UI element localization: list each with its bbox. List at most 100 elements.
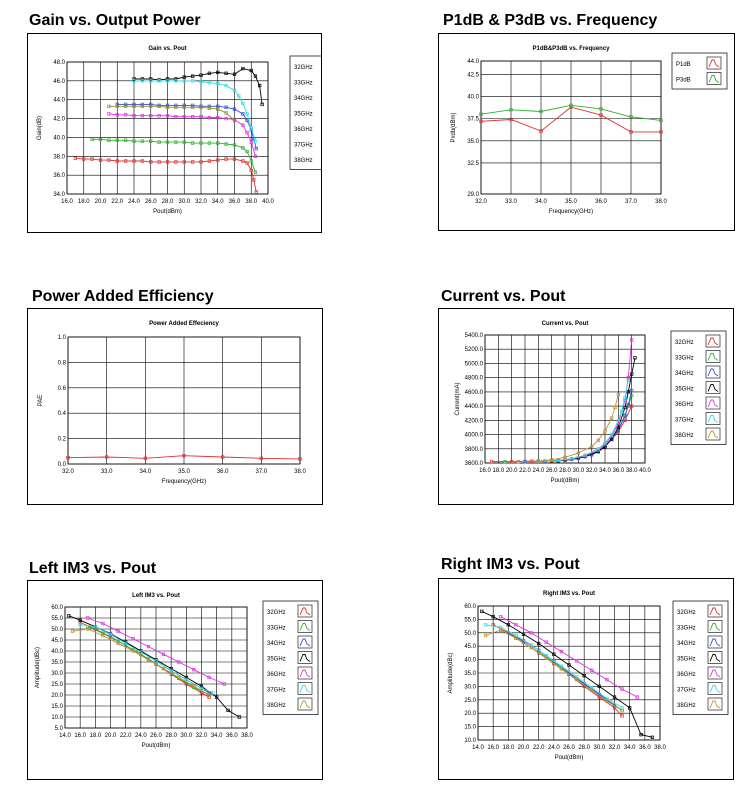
gain-data-point (207, 106, 212, 110)
p1db-section-title: P1dB & P3dB vs. Frequency (443, 12, 658, 29)
gain-x-tick-label: 32.0 (195, 199, 207, 205)
right-x-tick-label: 22.0 (533, 745, 545, 751)
left-x-tick-label: 24.0 (135, 733, 147, 739)
gain-x-tick-label: 38.0 (245, 199, 257, 205)
gain-data-point (199, 115, 203, 119)
p1db-data-point (509, 117, 513, 122)
pae-x-tick-label: 37.0 (255, 469, 267, 475)
gain-y-tick-label: 44.0 (53, 98, 65, 104)
gain-data-point (224, 83, 228, 88)
gain-data-point (149, 79, 153, 83)
current-data-point (603, 441, 607, 445)
current-data-point (590, 444, 594, 449)
gain-data-point (140, 139, 145, 143)
right-data-point (483, 623, 488, 627)
gain-data-point (165, 105, 170, 109)
current-legend-line-icon (707, 384, 719, 392)
right-data-point (574, 659, 579, 663)
right-data-point (567, 663, 571, 667)
current-data-point (596, 447, 600, 451)
gain-data-point (123, 102, 128, 107)
left-data-point (131, 637, 135, 641)
gain-data-point (115, 159, 119, 163)
gain-data-point (216, 141, 220, 145)
right-data-point (529, 645, 533, 650)
left-data-point (177, 675, 181, 680)
gain-series-line (75, 157, 257, 193)
gain-data-point (253, 154, 258, 158)
left-legend-line-icon (299, 700, 311, 709)
current-legend-label: 36GHz (675, 402, 694, 408)
left-data-point (169, 669, 173, 673)
gain-data-point (245, 131, 249, 135)
left-plot-frame (64, 606, 248, 729)
left-legend-label: 32GHz (267, 610, 286, 616)
left-data-point (86, 616, 90, 620)
current-data-point (583, 453, 587, 457)
left-data-point (207, 675, 211, 680)
gain-y-axis-label: Gain(dB) (37, 116, 43, 140)
gain-y-tick-label: 34.0 (53, 192, 65, 198)
gain-data-point (107, 138, 111, 142)
gain-data-point (165, 114, 170, 118)
left-y-tick-label: 5.0 (55, 726, 64, 732)
right-x-tick-label: 20.0 (518, 745, 530, 751)
current-x-tick-label: 30.0 (572, 468, 584, 474)
p1db-plot-frame (480, 60, 662, 195)
gain-data-point (216, 70, 220, 75)
current-legend-line-icon (707, 415, 719, 423)
current-x-tick-label: 22.0 (519, 468, 531, 474)
current-data-point (490, 459, 494, 464)
current-chart-panel: Current vs. Pout 16.0 18.0 20.0 22.0 24.0 26.0… (438, 308, 734, 505)
gain-data-point (174, 115, 178, 119)
left-legend-line-icon (299, 685, 311, 693)
current-data-point (610, 432, 614, 437)
gain-data-point (216, 82, 220, 86)
right-legend-swatch (707, 651, 723, 664)
right-data-point (537, 648, 541, 652)
right-data-point (491, 615, 495, 619)
gain-data-point (245, 149, 249, 154)
left-chart-title: Left IM3 vs. Pout (132, 593, 180, 599)
current-data-point (616, 425, 620, 430)
current-data-point (630, 404, 634, 408)
pae-x-tick-label: 32.0 (62, 469, 74, 475)
gain-x-tick-label: 36.0 (229, 199, 241, 205)
right-series-36GHz (499, 615, 639, 699)
right-y-tick-label: 40.0 (464, 658, 476, 664)
right-series-line (485, 629, 623, 711)
left-data-point (78, 618, 82, 622)
left-legend-label: 38GHz (267, 703, 286, 709)
p1db-legend-swatch (706, 56, 722, 70)
gain-x-axis-label: Pout(dBm) (153, 209, 182, 215)
gain-data-point (140, 79, 145, 83)
gain-x-tick-label: 18.0 (78, 199, 90, 205)
right-series-line (500, 616, 638, 698)
current-y-tick-label: 4200.0 (465, 418, 484, 424)
left-data-point (116, 629, 120, 633)
gain-data-point (157, 79, 161, 83)
gain-data-point (140, 77, 145, 81)
right-y-tick-label: 30.0 (464, 684, 476, 690)
current-data-point (630, 388, 634, 393)
left-data-point (67, 614, 71, 618)
left-data-point (93, 625, 97, 629)
right-data-point (559, 667, 564, 671)
gain-data-point (199, 141, 203, 145)
current-data-point (616, 418, 620, 422)
left-data-point (146, 644, 151, 649)
right-x-tick-label: 16.0 (487, 745, 499, 751)
gain-series-34GHz (115, 102, 258, 151)
gain-data-point (132, 159, 136, 163)
right-legend-swatch (707, 620, 723, 633)
left-data-point (70, 629, 75, 633)
gain-plot-frame (66, 61, 269, 195)
pae-data-point (298, 457, 302, 461)
gain-data-point (115, 113, 119, 117)
right-y-tick-label: 15.0 (464, 725, 476, 731)
right-data-point (521, 632, 526, 636)
pae-plot-frame (67, 336, 301, 465)
gain-data-point (115, 102, 119, 107)
pae-y-tick-label: 1.0 (58, 335, 67, 341)
